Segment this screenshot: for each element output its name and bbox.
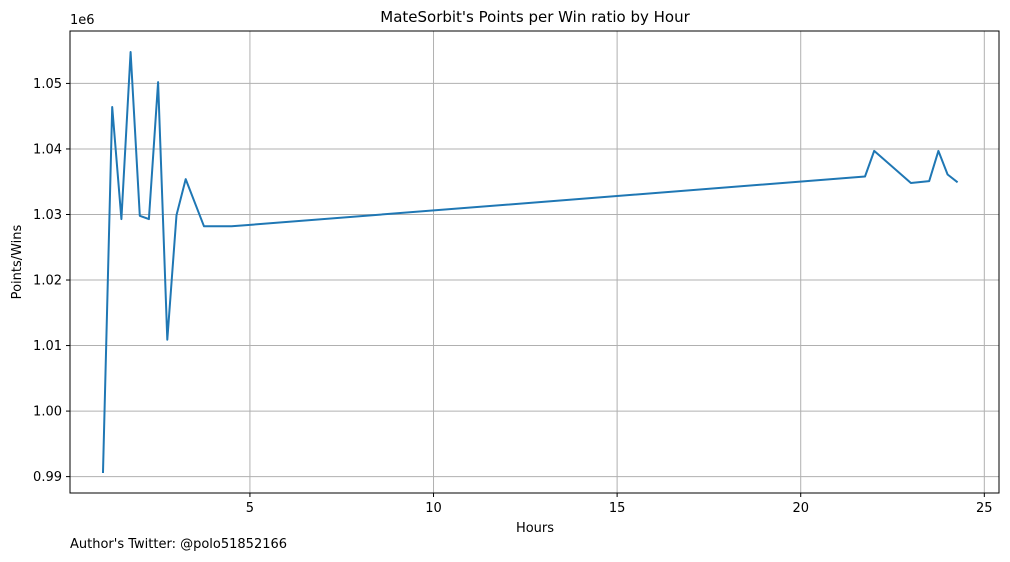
ticks: 5 10 15 20 25 0.99 1.00 1.01 1.02 1.03 1.04 1.05 xyxy=(33,77,993,516)
y-tick-label: 1.05 xyxy=(33,77,62,92)
y-tick-label: 1.02 xyxy=(33,274,62,289)
y-tick-label: 1.03 xyxy=(33,208,62,223)
axes xyxy=(69,30,1000,494)
x-tick-label: 25 xyxy=(976,501,993,516)
x-tick-label: 10 xyxy=(425,501,442,516)
series-line xyxy=(101,51,959,474)
author-footer: Author's Twitter: @polo51852166 xyxy=(70,537,288,552)
x-tick-label: 15 xyxy=(609,501,626,516)
x-axis-label: Hours xyxy=(516,521,554,536)
y-axis-label: Points/Wins xyxy=(10,224,25,299)
y-tick-label: 0.99 xyxy=(33,470,62,485)
plot-frame xyxy=(69,30,1000,494)
chart-title: MateSorbit's Points per Win ratio by Hou… xyxy=(380,8,690,26)
series xyxy=(101,51,959,474)
y-offset-label: 1e6 xyxy=(70,13,95,28)
y-tick-label: 1.00 xyxy=(33,405,62,420)
grid xyxy=(70,31,999,493)
x-tick-label: 20 xyxy=(792,501,809,516)
y-tick-label: 1.01 xyxy=(33,339,62,354)
x-tick-label: 5 xyxy=(246,501,254,516)
y-tick-label: 1.04 xyxy=(33,142,62,157)
